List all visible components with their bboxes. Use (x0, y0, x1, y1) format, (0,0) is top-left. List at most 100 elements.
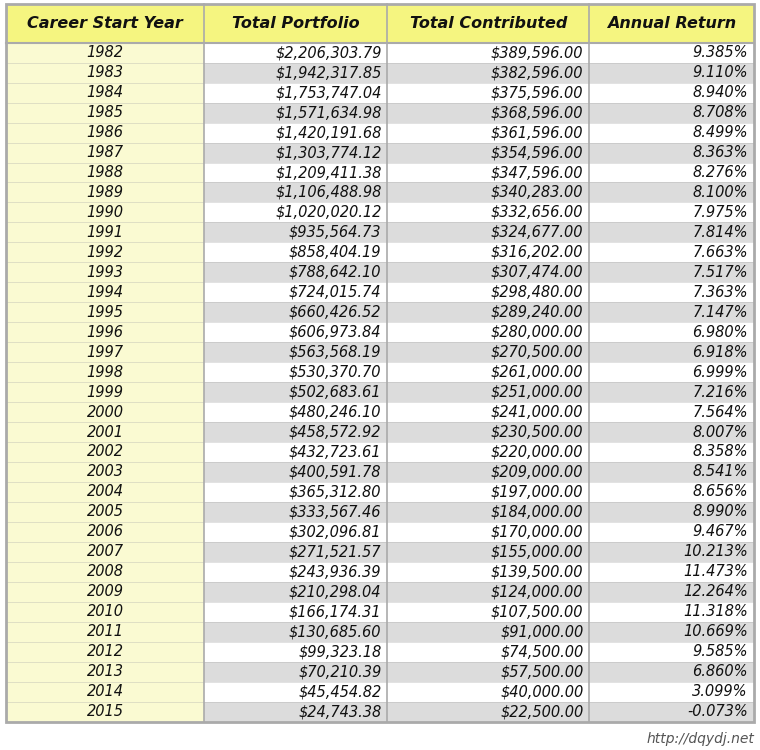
Bar (388, 103, 590, 122)
Bar (590, 103, 754, 122)
Bar (204, 482, 388, 502)
Text: $289,240.00: $289,240.00 (491, 304, 584, 320)
Bar (388, 362, 590, 382)
Text: $1,303,774.12: $1,303,774.12 (275, 145, 382, 160)
Text: 9.385%: 9.385% (692, 45, 748, 60)
Text: $354,596.00: $354,596.00 (491, 145, 584, 160)
Text: 2002: 2002 (87, 445, 124, 460)
Bar (590, 122, 754, 142)
Text: Career Start Year: Career Start Year (27, 16, 183, 31)
Bar (204, 223, 388, 242)
Text: 1987: 1987 (87, 145, 124, 160)
Text: $502,683.61: $502,683.61 (289, 385, 382, 400)
Text: $184,000.00: $184,000.00 (491, 505, 584, 520)
Text: $935,564.73: $935,564.73 (289, 225, 382, 240)
Bar (388, 223, 590, 242)
Bar (6, 682, 204, 701)
Bar (388, 622, 590, 642)
Bar (590, 542, 754, 562)
Bar (204, 202, 388, 223)
Text: 1993: 1993 (87, 265, 124, 280)
Bar (6, 322, 204, 342)
Bar (388, 522, 590, 542)
Text: $1,753,747.04: $1,753,747.04 (275, 86, 382, 100)
Text: 1994: 1994 (87, 285, 124, 300)
Bar (204, 422, 388, 442)
Bar (590, 422, 754, 442)
Text: $563,568.19: $563,568.19 (289, 345, 382, 360)
Text: $1,571,634.98: $1,571,634.98 (275, 105, 382, 120)
Text: $333,567.46: $333,567.46 (289, 505, 382, 520)
Bar (590, 362, 754, 382)
Bar (6, 362, 204, 382)
Text: $210,298.04: $210,298.04 (289, 584, 382, 599)
Text: 10.669%: 10.669% (683, 624, 748, 639)
Text: -0.073%: -0.073% (687, 704, 748, 719)
Text: $241,000.00: $241,000.00 (491, 404, 584, 419)
Bar (388, 602, 590, 622)
Bar (6, 442, 204, 462)
Bar (204, 642, 388, 662)
Text: 2011: 2011 (87, 624, 124, 639)
Bar (204, 242, 388, 262)
Bar (590, 602, 754, 622)
Text: $382,596.00: $382,596.00 (491, 65, 584, 80)
Text: $70,210.39: $70,210.39 (298, 664, 382, 679)
Text: $155,000.00: $155,000.00 (491, 544, 584, 560)
Bar (6, 582, 204, 602)
Text: $724,015.74: $724,015.74 (289, 285, 382, 300)
Bar (388, 142, 590, 163)
Bar (388, 63, 590, 82)
Bar (388, 662, 590, 682)
Text: $22,500.00: $22,500.00 (500, 704, 584, 719)
Text: Annual Return: Annual Return (607, 16, 736, 31)
Text: $270,500.00: $270,500.00 (491, 345, 584, 360)
Text: $40,000.00: $40,000.00 (500, 684, 584, 699)
Text: 2009: 2009 (87, 584, 124, 599)
Bar (6, 602, 204, 622)
Bar (388, 202, 590, 223)
Text: $243,936.39: $243,936.39 (289, 564, 382, 579)
Bar (388, 642, 590, 662)
Text: 1998: 1998 (87, 364, 124, 380)
Bar (204, 582, 388, 602)
Bar (590, 43, 754, 63)
Text: 1996: 1996 (87, 325, 124, 340)
Text: $347,596.00: $347,596.00 (491, 165, 584, 180)
Text: $251,000.00: $251,000.00 (491, 385, 584, 400)
Bar (204, 82, 388, 103)
Text: 1988: 1988 (87, 165, 124, 180)
Text: 7.363%: 7.363% (692, 285, 748, 300)
Bar (6, 662, 204, 682)
Bar (6, 422, 204, 442)
Text: $271,521.57: $271,521.57 (289, 544, 382, 560)
Text: 9.110%: 9.110% (692, 65, 748, 80)
Bar (204, 542, 388, 562)
Bar (590, 382, 754, 402)
Text: $74,500.00: $74,500.00 (500, 644, 584, 659)
Bar (590, 282, 754, 302)
Bar (590, 223, 754, 242)
Text: $340,283.00: $340,283.00 (491, 185, 584, 200)
Text: 1992: 1992 (87, 244, 124, 260)
Text: $166,174.31: $166,174.31 (289, 604, 382, 619)
Bar (388, 701, 590, 721)
Text: $480,246.10: $480,246.10 (289, 404, 382, 419)
Bar (388, 542, 590, 562)
Text: 1991: 1991 (87, 225, 124, 240)
Text: $130,685.60: $130,685.60 (289, 624, 382, 639)
Bar (6, 302, 204, 322)
Bar (204, 662, 388, 682)
Bar (590, 502, 754, 522)
Bar (204, 522, 388, 542)
Text: $660,426.52: $660,426.52 (289, 304, 382, 320)
Text: $368,596.00: $368,596.00 (491, 105, 584, 120)
Bar (388, 462, 590, 482)
Text: $124,000.00: $124,000.00 (491, 584, 584, 599)
Text: 2005: 2005 (87, 505, 124, 520)
Bar (590, 163, 754, 182)
Text: $1,020,020.12: $1,020,020.12 (275, 205, 382, 220)
Bar (590, 642, 754, 662)
Bar (590, 242, 754, 262)
Bar (204, 322, 388, 342)
